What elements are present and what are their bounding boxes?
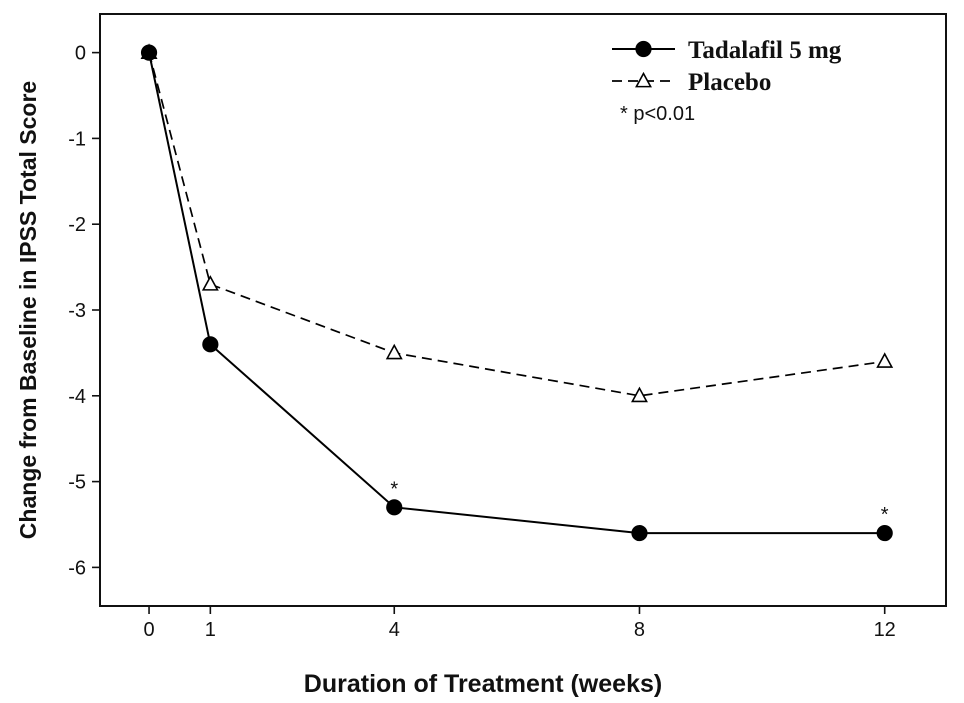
legend-label-tadalafil: Tadalafil 5 mg [688,37,842,64]
y-tick-label: 0 [75,43,86,65]
y-tick-label: -2 [68,214,86,236]
legend-triangle-marker [635,71,652,88]
series-line-tadalafil-5-mg [148,52,885,535]
legend-label-placebo: Placebo [688,69,771,96]
y-axis: 0 -1 -2 -3 -4 -5 -6 [68,43,100,579]
x-tick-label: 4 [389,619,400,641]
plot-frame [99,13,947,607]
series-line-placebo [148,52,885,397]
legend-marker-placebo [635,71,652,88]
y-tick-label: -3 [68,300,86,322]
series-layer: ** [140,43,894,542]
significance-marker: * [881,504,889,526]
y-tick-label: -1 [68,128,86,150]
data-point-tadalafil-5-mg [631,524,648,542]
x-tick-label: 1 [205,619,216,641]
y-tick-label: -5 [68,472,86,494]
data-point-tadalafil-5-mg [140,44,158,61]
x-tick-label: 12 [874,619,896,641]
legend: Tadalafil 5 mg Placebo * p<0.01 [612,37,842,125]
data-point-tadalafil-5-mg [202,336,219,353]
significance-note: * p<0.01 [620,103,695,125]
data-point-tadalafil-5-mg [386,499,403,516]
legend-marker-tadalafil [635,40,652,58]
series-tadalafil-5-mg: ** [140,44,893,542]
series-placebo [140,43,894,403]
significance-marker: * [390,478,398,500]
data-point-placebo [385,343,403,360]
data-point-placebo [876,352,894,368]
x-axis: 0 1 4 8 12 [143,606,896,641]
x-tick-label: 0 [143,619,154,641]
y-tick-label: -4 [68,386,86,408]
data-point-placebo [201,275,219,291]
x-axis-label: Duration of Treatment (weeks) [304,670,662,698]
y-tick-label: -6 [68,557,86,579]
x-tick-label: 8 [634,619,645,641]
legend-circle-marker [635,40,652,58]
y-axis-label: Change from Baseline in IPSS Total Score [15,81,41,539]
data-point-placebo [631,386,648,403]
data-point-tadalafil-5-mg [876,524,893,542]
